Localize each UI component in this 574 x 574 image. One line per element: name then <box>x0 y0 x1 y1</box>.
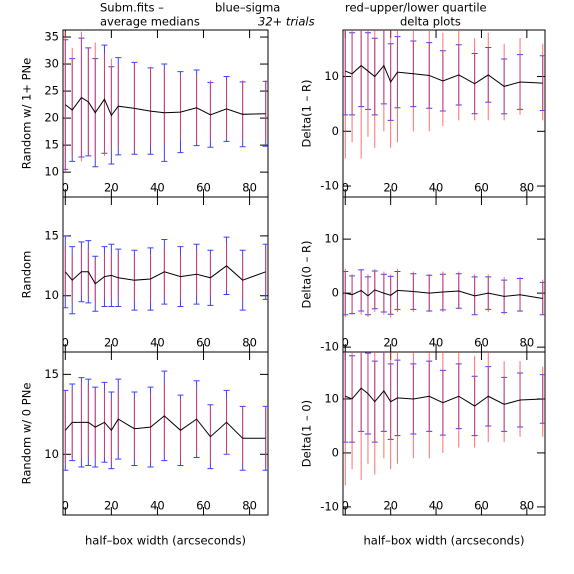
y-tick-label: 15 <box>44 367 59 381</box>
median-line <box>64 415 266 439</box>
x-tick-label: 0 <box>342 181 349 195</box>
y-tick-label: 15 <box>44 138 59 152</box>
panel: 0 20 40 60 80 10 15 20 25 30 35 Random w/ 1+ PNe <box>20 29 269 198</box>
x-tick-label: 20 <box>383 499 398 513</box>
x-tick-label: 80 <box>242 499 257 513</box>
y-tick-label: -10 <box>320 179 339 193</box>
x-tick-label: 40 <box>150 499 165 513</box>
x-tick-label: 60 <box>474 336 489 350</box>
x-tick-label: 20 <box>104 181 119 195</box>
y-tick-label: 10 <box>44 447 59 461</box>
header-blue-note: blue–sigma <box>215 1 280 15</box>
x-tick-label: 40 <box>150 181 165 195</box>
plot-area <box>343 30 545 159</box>
header-red-note: red–upper/lower quartile <box>345 1 487 15</box>
plot-frame <box>342 351 546 516</box>
x-tick-label: 60 <box>196 181 211 195</box>
median-line <box>345 64 543 87</box>
x-tick-label: 80 <box>520 336 535 350</box>
x-tick-label: 0 <box>62 336 69 350</box>
plot-frame <box>62 29 269 198</box>
x-axis-label: half–box width (arcseconds) <box>364 534 525 548</box>
y-axis-label: Delta(1 – R) <box>300 79 314 147</box>
y-tick-label: 25 <box>44 84 59 98</box>
x-tick-label: 40 <box>429 336 444 350</box>
x-tick-label: 60 <box>196 499 211 513</box>
x-tick-label: 0 <box>342 499 349 513</box>
x-tick-label: 80 <box>520 181 535 195</box>
plot-area <box>63 235 268 315</box>
x-tick-label: 80 <box>242 336 257 350</box>
y-tick-label: 30 <box>44 57 59 71</box>
y-tick-label: 15 <box>44 228 59 242</box>
x-tick-label: 20 <box>383 181 398 195</box>
plot-frame <box>62 351 269 516</box>
panel: 0 20 40 60 80 10 15 Random <box>20 196 269 353</box>
y-axis-label: Delta(0 – R) <box>300 240 314 308</box>
median-line <box>64 265 266 285</box>
header-right-title: delta plots <box>400 15 461 29</box>
header-left-title: average medians <box>100 15 200 29</box>
y-tick-label: 0 <box>332 445 339 459</box>
x-tick-label: 80 <box>242 181 257 195</box>
x-tick-label: 20 <box>383 336 398 350</box>
x-tick-label: 40 <box>150 336 165 350</box>
y-tick-label: 10 <box>44 165 59 179</box>
x-tick-label: 80 <box>520 499 535 513</box>
median-line <box>64 96 266 117</box>
x-tick-label: 20 <box>104 336 119 350</box>
plot-area <box>343 268 545 318</box>
x-axis-label: half–box width (arcseconds) <box>85 534 246 548</box>
median-line <box>345 289 543 300</box>
header-file: Subm.fits – <box>100 1 164 15</box>
y-axis-label: Random w/ 1+ PNe <box>20 58 34 169</box>
x-tick-label: 60 <box>196 336 211 350</box>
x-tick-label: 60 <box>474 499 489 513</box>
y-tick-label: 10 <box>324 232 339 246</box>
plot-frame <box>62 196 269 353</box>
x-tick-label: 0 <box>342 336 349 350</box>
plot-area <box>63 370 268 471</box>
y-tick-label: 10 <box>324 391 339 405</box>
y-tick-label: 35 <box>44 30 59 44</box>
y-tick-label: 0 <box>332 286 339 300</box>
panel: 0 20 40 60 80 10 15 Random w/ 0 PNe half–box wid… <box>20 351 269 548</box>
y-tick-label: 20 <box>44 111 59 125</box>
y-axis-label: Random w/ 0 PNe <box>20 383 34 485</box>
plot-frame <box>342 29 546 198</box>
header-trials: 32+ trials <box>258 15 315 29</box>
y-axis-label: Delta(1 – 0) <box>300 400 314 467</box>
x-tick-label: 60 <box>474 181 489 195</box>
y-tick-label: -10 <box>320 499 339 513</box>
plot-area <box>63 31 268 173</box>
x-tick-label: 0 <box>62 499 69 513</box>
y-tick-label: 10 <box>44 288 59 302</box>
x-tick-label: 40 <box>429 181 444 195</box>
y-tick-label: 0 <box>332 124 339 138</box>
x-tick-label: 40 <box>429 499 444 513</box>
y-tick-label: -10 <box>320 340 339 354</box>
y-tick-label: 10 <box>324 69 339 83</box>
plot-area <box>343 352 545 486</box>
y-axis-label: Random <box>20 251 34 299</box>
x-tick-label: 0 <box>62 181 69 195</box>
median-line <box>345 387 543 407</box>
x-tick-label: 20 <box>104 499 119 513</box>
